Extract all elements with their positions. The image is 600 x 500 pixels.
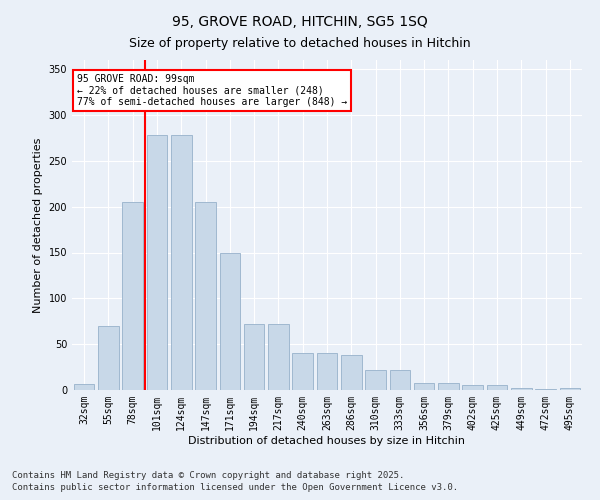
Y-axis label: Number of detached properties: Number of detached properties (33, 138, 43, 312)
Bar (389, 370, 410, 390)
Bar (146, 135, 167, 390)
Text: Contains public sector information licensed under the Open Government Licence v3: Contains public sector information licen… (12, 484, 458, 492)
Bar (122, 202, 143, 390)
Bar (414, 382, 434, 390)
Text: 95 GROVE ROAD: 99sqm
← 22% of detached houses are smaller (248)
77% of semi-deta: 95 GROVE ROAD: 99sqm ← 22% of detached h… (77, 74, 347, 107)
Bar (341, 355, 362, 390)
Bar (511, 388, 532, 390)
Bar (365, 370, 386, 390)
Bar (560, 388, 580, 390)
Bar (535, 389, 556, 390)
Bar (171, 135, 191, 390)
Bar (220, 252, 240, 390)
Bar (195, 202, 216, 390)
Bar (98, 326, 119, 390)
Bar (292, 354, 313, 390)
Bar (317, 354, 337, 390)
Text: 95, GROVE ROAD, HITCHIN, SG5 1SQ: 95, GROVE ROAD, HITCHIN, SG5 1SQ (172, 15, 428, 29)
X-axis label: Distribution of detached houses by size in Hitchin: Distribution of detached houses by size … (188, 436, 466, 446)
Text: Contains HM Land Registry data © Crown copyright and database right 2025.: Contains HM Land Registry data © Crown c… (12, 471, 404, 480)
Bar (268, 324, 289, 390)
Bar (463, 384, 483, 390)
Bar (74, 384, 94, 390)
Bar (438, 382, 459, 390)
Bar (244, 324, 265, 390)
Text: Size of property relative to detached houses in Hitchin: Size of property relative to detached ho… (129, 38, 471, 51)
Bar (487, 386, 508, 390)
